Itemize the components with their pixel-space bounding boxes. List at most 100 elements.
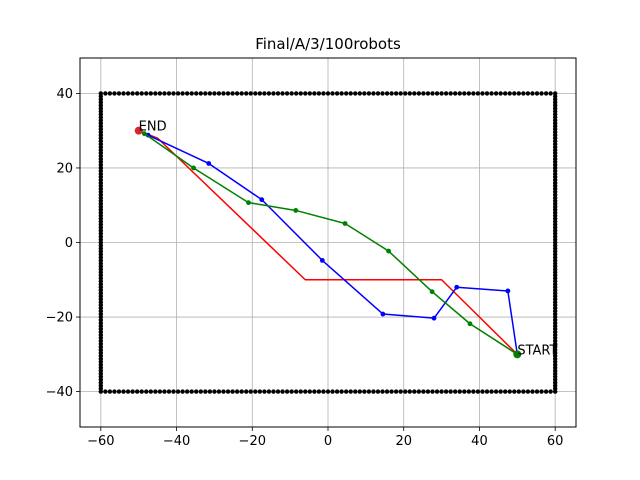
boundary-point <box>480 389 485 394</box>
series-line-2 <box>138 130 518 355</box>
boundary-point <box>316 91 322 96</box>
boundary-point <box>239 389 244 394</box>
boundary-point <box>162 389 167 394</box>
series-point-2 <box>342 221 348 226</box>
boundary-point <box>257 91 263 96</box>
boundary-point <box>525 91 531 96</box>
boundary-point <box>425 91 431 96</box>
boundary-point <box>453 91 458 96</box>
boundary-point <box>307 91 313 96</box>
boundary-point <box>280 389 285 394</box>
boundary-point <box>371 91 376 96</box>
boundary-point <box>348 389 353 394</box>
boundary-point <box>362 389 367 394</box>
boundary-point <box>416 91 422 96</box>
boundary-point <box>112 389 117 394</box>
boundary-point <box>552 94 558 99</box>
x-tick-label: −40 <box>163 434 190 449</box>
boundary-point <box>425 389 431 394</box>
x-tick-label: 20 <box>395 434 412 449</box>
boundary-point <box>416 389 422 394</box>
boundary-point <box>275 389 281 394</box>
boundary-point <box>162 91 167 96</box>
boundary-point <box>357 389 363 394</box>
chart-title: Final/A/3/100robots <box>255 35 401 53</box>
boundary-point <box>534 389 540 394</box>
series-point-2 <box>293 208 299 213</box>
boundary-point <box>284 91 290 96</box>
boundary-point <box>107 389 113 394</box>
boundary-point <box>443 389 449 394</box>
boundary-point <box>121 389 126 394</box>
boundary-point <box>298 91 303 96</box>
boundary-point <box>266 389 272 394</box>
boundary-point <box>289 91 294 96</box>
series-point-2 <box>386 248 391 254</box>
boundary-point <box>198 389 203 394</box>
boundary-point <box>507 91 512 96</box>
boundary-point <box>248 389 253 394</box>
boundary-point <box>312 389 317 394</box>
boundary-point <box>316 389 322 394</box>
boundary-point <box>357 91 363 96</box>
boundary-point <box>103 389 108 394</box>
boundary-point <box>116 389 122 394</box>
boundary-point <box>139 389 144 394</box>
boundary-point <box>539 389 544 394</box>
boundary-point <box>457 91 462 96</box>
boundary-point <box>325 389 331 394</box>
boundary-point <box>225 91 231 96</box>
boundary-point <box>393 91 399 96</box>
series-point-1 <box>380 311 386 317</box>
boundary-point <box>153 389 158 394</box>
boundary-point <box>434 91 440 96</box>
boundary-point <box>507 389 512 394</box>
boundary-point <box>230 91 235 96</box>
boundary-point <box>493 91 499 96</box>
boundary-point <box>266 91 272 96</box>
boundary-point <box>225 389 231 394</box>
x-tick-label: −60 <box>87 434 114 449</box>
boundary-point <box>175 91 181 96</box>
series-point-1 <box>259 197 265 203</box>
boundary-point <box>325 91 331 96</box>
boundary-point <box>112 91 117 96</box>
boundary-point <box>403 91 408 96</box>
boundary-point <box>362 91 367 96</box>
boundary-point <box>516 389 522 394</box>
boundary-point <box>548 389 553 394</box>
boundary-point <box>412 91 417 96</box>
boundary-point <box>303 91 308 96</box>
boundary-point <box>516 91 522 96</box>
boundary-point <box>103 91 108 96</box>
boundary-point <box>380 91 385 96</box>
boundary-point <box>298 389 303 394</box>
boundary-point <box>462 389 467 394</box>
boundary-point <box>130 91 135 96</box>
boundary-point <box>480 91 485 96</box>
boundary-point <box>244 389 249 394</box>
boundary-point <box>384 389 390 394</box>
boundary-point <box>407 389 412 394</box>
boundary-point <box>343 91 349 96</box>
boundary-point <box>393 389 399 394</box>
boundary-point <box>534 91 540 96</box>
boundary-point <box>530 389 535 394</box>
y-tick-label: −40 <box>46 385 73 400</box>
boundary-point <box>98 94 104 99</box>
boundary-point <box>234 389 240 394</box>
boundary-point <box>289 389 294 394</box>
boundary-point <box>421 389 426 394</box>
boundary-point <box>430 91 435 96</box>
boundary-point <box>216 389 222 394</box>
series-line-0 <box>138 129 518 355</box>
boundary-point <box>293 389 299 394</box>
boundary-point <box>502 91 508 96</box>
boundary-point <box>194 91 199 96</box>
boundary-point <box>203 389 208 394</box>
boundary-point <box>439 389 444 394</box>
boundary-point <box>239 91 244 96</box>
boundary-point <box>375 389 381 394</box>
boundary-point <box>389 389 394 394</box>
boundary-point <box>512 91 517 96</box>
